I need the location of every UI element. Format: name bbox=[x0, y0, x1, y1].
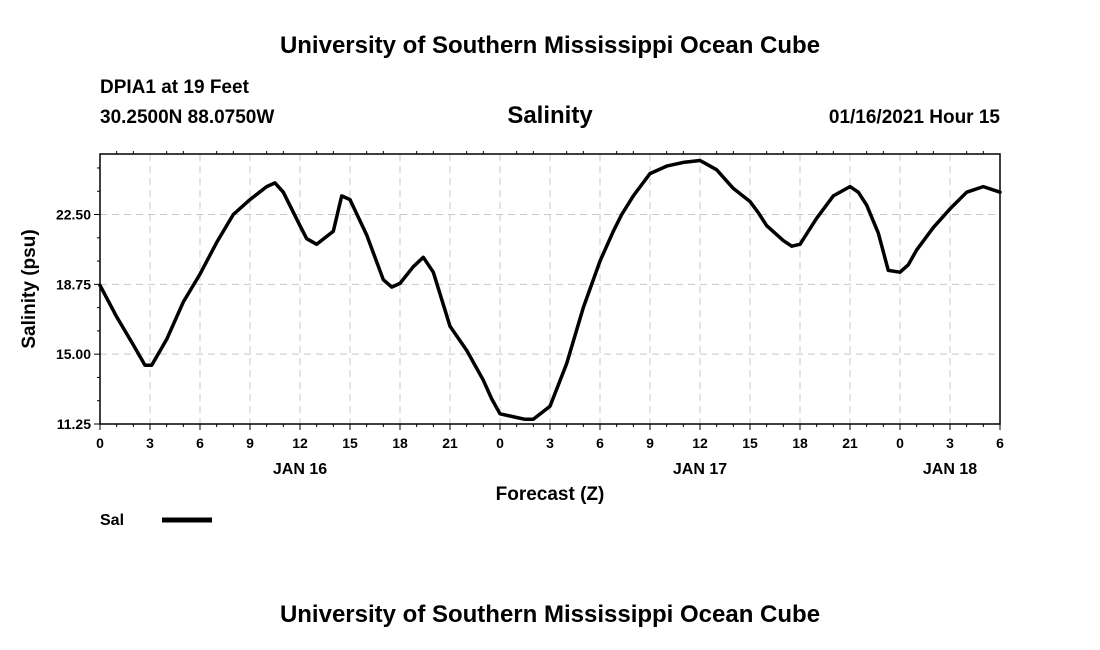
x-tick-label: 21 bbox=[442, 435, 458, 451]
date-label: JAN 17 bbox=[673, 461, 727, 478]
chart-subtitle: Salinity bbox=[507, 102, 593, 129]
x-tick-label: 15 bbox=[742, 435, 758, 451]
legend: Sal bbox=[100, 512, 212, 529]
date-label: JAN 18 bbox=[923, 461, 977, 478]
x-tick-label: 6 bbox=[596, 435, 604, 451]
x-tick-label: 21 bbox=[842, 435, 858, 451]
y-tick-label: 22.50 bbox=[56, 207, 91, 223]
x-tick-label: 12 bbox=[292, 435, 308, 451]
tick-labels: 0 3 6 9 12 15 18 21 0 3 6 9 12 15 18 21 0 3 6 JAN 16 JAN 17 J… bbox=[56, 207, 1004, 478]
x-tick-label: 3 bbox=[146, 435, 154, 451]
y-tick-label: 11.25 bbox=[57, 416, 91, 432]
x-tick-label: 12 bbox=[692, 435, 708, 451]
x-tick-label: 6 bbox=[196, 435, 204, 451]
x-tick-label: 18 bbox=[792, 435, 808, 451]
top-title: University of Southern Mississippi Ocean… bbox=[279, 32, 821, 59]
x-tick-label: 9 bbox=[246, 435, 254, 451]
bottom-title: University of Southern Mississippi Ocean… bbox=[279, 601, 821, 628]
series-line-salinity bbox=[98, 158, 1002, 422]
series-layer bbox=[98, 158, 1002, 422]
date-label: JAN 16 bbox=[273, 461, 327, 478]
x-tick-label: 0 bbox=[496, 435, 504, 451]
x-axis-label: Forecast (Z) bbox=[496, 484, 605, 505]
x-tick-label: 18 bbox=[392, 435, 408, 451]
x-tick-label: 0 bbox=[896, 435, 904, 451]
legend-label: Sal bbox=[100, 512, 124, 529]
x-tick-label: 0 bbox=[96, 435, 104, 451]
x-tick-label: 15 bbox=[342, 435, 358, 451]
x-tick-label: 3 bbox=[546, 435, 554, 451]
y-axis-label: Salinity (psu) bbox=[19, 229, 40, 348]
coordinates-label: 30.2500N 88.0750W bbox=[100, 107, 275, 128]
timestamp-label: 01/16/2021 Hour 15 bbox=[828, 107, 1000, 128]
x-tick-label: 9 bbox=[646, 435, 654, 451]
axis-ticks bbox=[94, 151, 1001, 430]
grid-lines bbox=[100, 154, 1000, 424]
y-tick-label: 18.75 bbox=[56, 276, 91, 292]
station-label: DPIA1 at 19 Feet bbox=[100, 77, 249, 98]
y-tick-label: 15.00 bbox=[56, 346, 91, 362]
x-tick-label: 3 bbox=[946, 435, 954, 451]
x-tick-label: 6 bbox=[996, 435, 1004, 451]
